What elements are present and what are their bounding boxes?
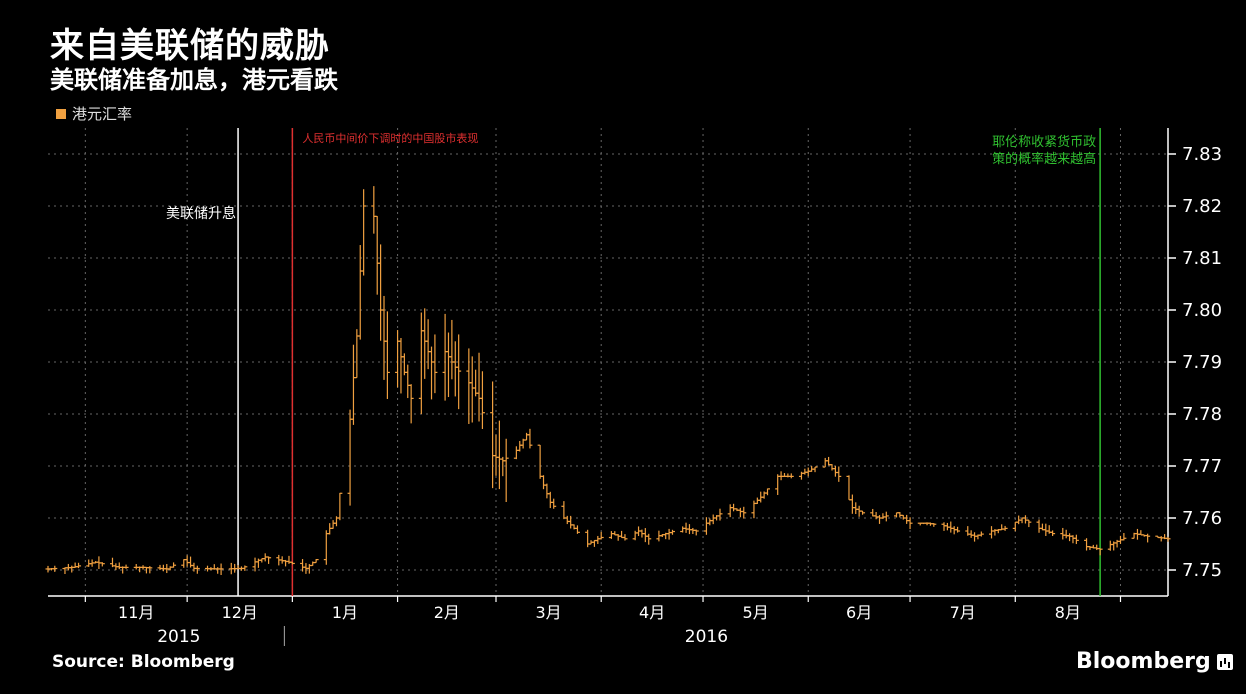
y-tick-label: 7.82 — [1182, 196, 1222, 217]
y-tick-label: 7.75 — [1182, 560, 1222, 581]
brand-label: Bloomberg — [1076, 649, 1211, 674]
brand-chart-icon — [1216, 653, 1233, 670]
y-tick-label: 7.76 — [1182, 508, 1222, 529]
x-tick-label: 11月 — [118, 603, 154, 622]
legend: 港元汇率 — [56, 103, 132, 124]
x-tick-label: 3月 — [536, 603, 562, 622]
chart-subtitle: 美联储准备加息，港元看跌 — [50, 66, 338, 94]
chart-title: 来自美联储的威胁 — [50, 26, 330, 66]
y-tick-label: 7.77 — [1182, 456, 1222, 477]
x-tick-label: 7月 — [950, 603, 976, 622]
y-tick-label: 7.83 — [1182, 144, 1222, 165]
brand-logo: Bloomberg — [1076, 649, 1233, 674]
year-label: 2015 — [157, 627, 200, 647]
x-tick-label: 2月 — [434, 603, 460, 622]
y-tick-label: 7.79 — [1182, 352, 1222, 373]
x-tick-label: 4月 — [639, 603, 665, 622]
legend-swatch — [56, 108, 66, 119]
x-tick-label: 6月 — [846, 603, 872, 622]
annotation-label: 人民币中间价下调时的中国股市表现 — [302, 131, 478, 145]
source-note: Source: Bloomberg — [52, 652, 235, 672]
y-tick-label: 7.81 — [1182, 248, 1222, 269]
x-tick-label: 8月 — [1055, 603, 1081, 622]
annotation-label: 美联储升息 — [166, 205, 236, 222]
legend-label: 港元汇率 — [72, 105, 133, 123]
annotation-label: 耶伦称收紧货币政策的概率越来越高 — [992, 134, 1096, 167]
year-label: 2016 — [685, 627, 728, 647]
x-tick-label: 5月 — [743, 603, 769, 622]
x-tick-label: 12月 — [222, 603, 258, 622]
x-tick-label: 1月 — [332, 603, 358, 622]
y-tick-label: 7.80 — [1182, 300, 1222, 321]
y-tick-label: 7.78 — [1182, 404, 1222, 425]
